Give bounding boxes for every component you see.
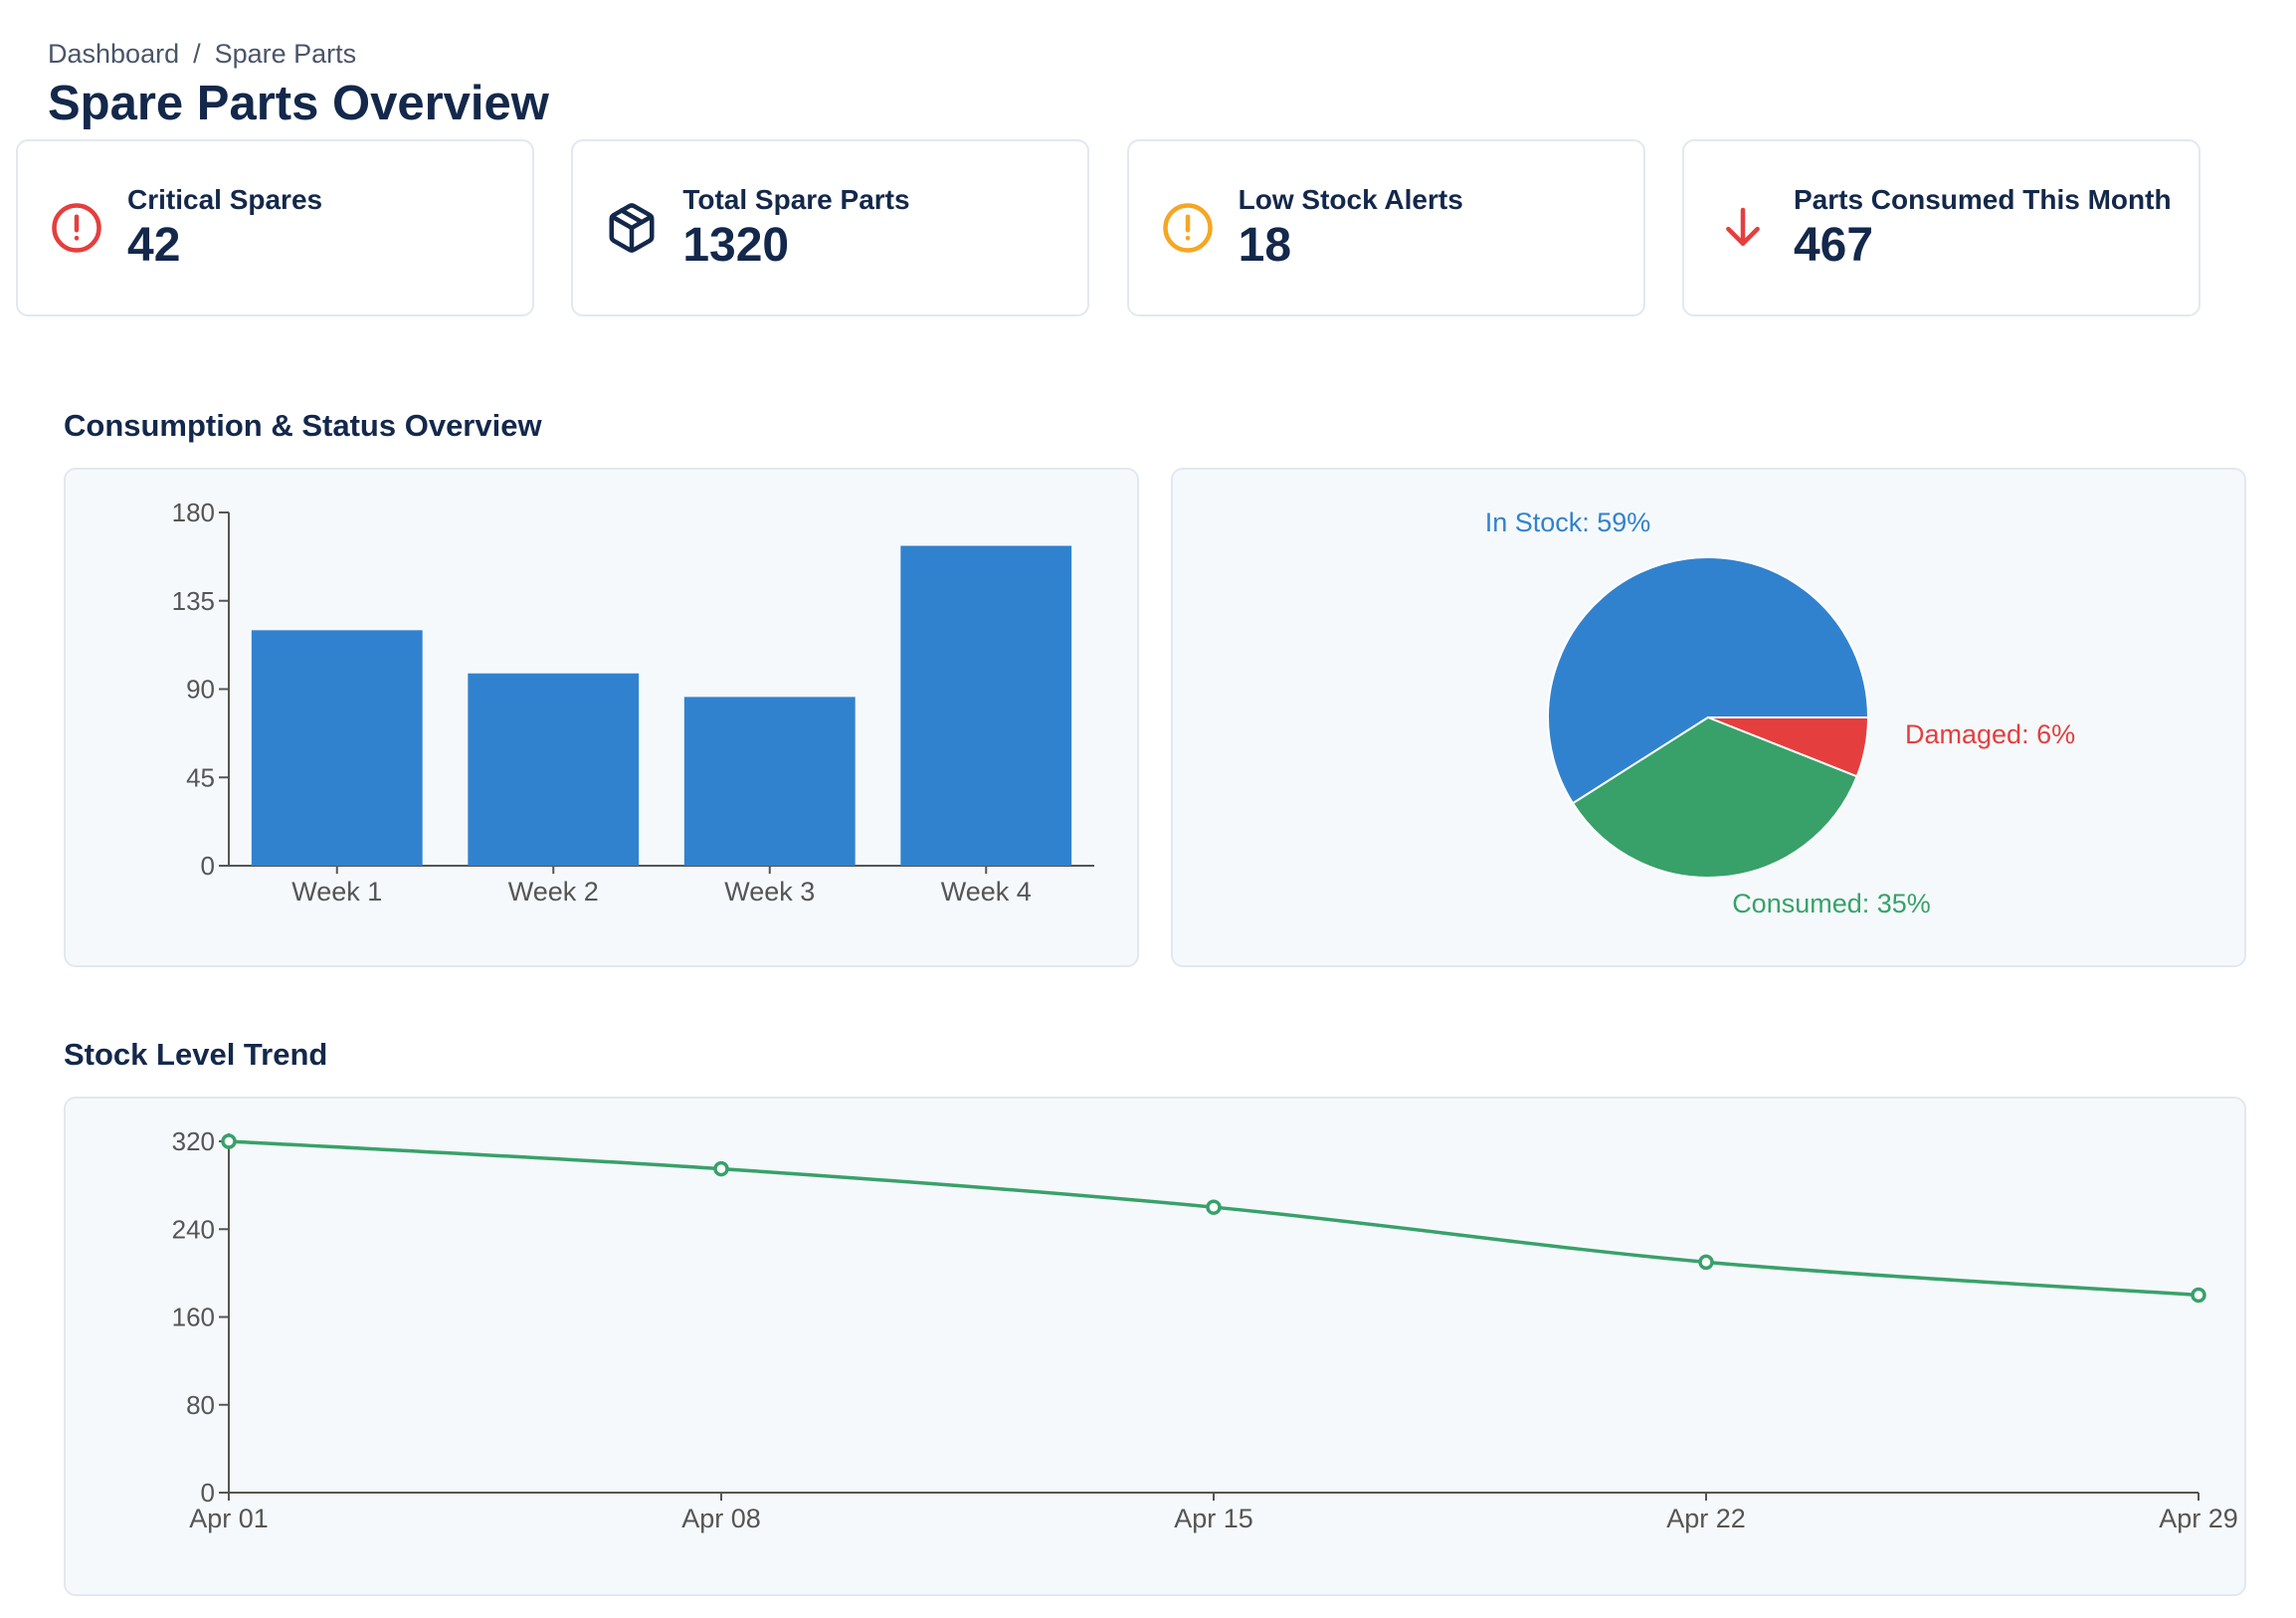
pie-slice-in-stock[interactable] xyxy=(1547,556,1870,805)
pie-chart-panel: In Stock: 59% Damaged: 6% Consumed: 35% xyxy=(1171,468,2246,967)
pie-label: In Stock: 59% xyxy=(1485,507,1651,537)
y-tick-label: 160 xyxy=(172,1303,215,1332)
y-tick-label: 135 xyxy=(172,586,215,616)
y-tick-label: 180 xyxy=(172,498,215,527)
data-point[interactable] xyxy=(2191,1287,2206,1304)
x-tick-label: Week 2 xyxy=(508,877,599,907)
bar[interactable] xyxy=(468,673,640,866)
x-tick-label: Apr 22 xyxy=(1666,1504,1746,1533)
y-tick-label: 320 xyxy=(172,1126,215,1156)
kpi-value: 18 xyxy=(1238,218,1292,272)
breadcrumb-separator: / xyxy=(193,38,201,69)
y-tick-label: 0 xyxy=(201,851,215,881)
pie-chart: In Stock: 59% Damaged: 6% Consumed: 35% xyxy=(1485,507,2075,918)
bar[interactable] xyxy=(251,630,423,866)
x-tick-label: Week 4 xyxy=(941,877,1032,907)
section-title-consumption: Consumption & Status Overview xyxy=(64,408,542,443)
pie-label: Consumed: 35% xyxy=(1732,889,1931,918)
y-tick-label: 80 xyxy=(186,1390,215,1420)
bar-chart: 0 45 90 135 180 Week 1 Week 2 Week 3 Week 4 xyxy=(172,498,1094,907)
section-title-trend: Stock Level Trend xyxy=(64,1037,328,1072)
x-tick-label: Apr 08 xyxy=(681,1504,761,1533)
kpi-label: Critical Spares xyxy=(127,183,323,215)
line-chart: 0 80 160 240 320 Apr 01 Apr 08 Apr 15 Apr 22 Apr … xyxy=(172,1126,2238,1533)
warning-circle-icon xyxy=(1161,201,1215,255)
x-tick-label: Apr 29 xyxy=(2159,1504,2238,1533)
page: Dashboard / Spare Parts Spare Parts Over… xyxy=(48,36,2248,131)
kpi-card-critical-spares: Critical Spares 42 xyxy=(16,139,534,316)
bar[interactable] xyxy=(900,545,1072,866)
x-tick-label: Week 3 xyxy=(724,877,815,907)
y-tick-label: 240 xyxy=(172,1214,215,1244)
series-line xyxy=(228,1139,2200,1298)
data-point[interactable] xyxy=(713,1160,729,1177)
data-point[interactable] xyxy=(1206,1199,1222,1215)
y-tick-label: 0 xyxy=(201,1478,215,1508)
data-point[interactable] xyxy=(1698,1254,1714,1271)
kpi-value: 42 xyxy=(127,218,181,272)
pie-slice-consumed[interactable] xyxy=(1571,715,1858,879)
page-title: Spare Parts Overview xyxy=(48,77,549,130)
line-chart-panel: 0 80 160 240 320 Apr 01 Apr 08 Apr 15 Apr 22 Apr … xyxy=(64,1097,2246,1596)
x-tick-label: Apr 15 xyxy=(1174,1504,1253,1533)
kpi-row: Critical Spares 42 Total Spare Parts 132… xyxy=(16,139,2200,316)
breadcrumb: Dashboard / Spare Parts xyxy=(48,36,2248,72)
x-tick-label: Week 1 xyxy=(291,877,382,907)
breadcrumb-item-spare-parts: Spare Parts xyxy=(214,38,357,69)
pie-label: Damaged: 6% xyxy=(1905,719,2075,749)
kpi-card-total-spare-parts: Total Spare Parts 1320 xyxy=(571,139,1090,316)
arrow-down-icon xyxy=(1716,201,1770,255)
kpi-label: Low Stock Alerts xyxy=(1238,183,1463,215)
kpi-card-parts-consumed: Parts Consumed This Month 467 xyxy=(1681,139,2200,316)
x-tick-label: Apr 01 xyxy=(189,1504,269,1533)
y-tick-label: 45 xyxy=(186,762,215,792)
breadcrumb-item-dashboard[interactable]: Dashboard xyxy=(48,38,180,69)
kpi-card-low-stock-alerts: Low Stock Alerts 18 xyxy=(1126,139,1645,316)
data-point[interactable] xyxy=(221,1133,237,1149)
kpi-label: Total Spare Parts xyxy=(682,183,910,215)
kpi-value: 1320 xyxy=(682,218,790,272)
box-icon xyxy=(605,201,659,255)
y-tick-label: 90 xyxy=(186,675,215,705)
kpi-value: 467 xyxy=(1793,218,1874,272)
bar[interactable] xyxy=(683,697,856,866)
kpi-label: Parts Consumed This Month xyxy=(1793,183,2172,215)
alert-circle-icon xyxy=(50,201,103,255)
bar-chart-panel: 0 45 90 135 180 Week 1 Week 2 Week 3 Week 4 xyxy=(64,468,1139,967)
